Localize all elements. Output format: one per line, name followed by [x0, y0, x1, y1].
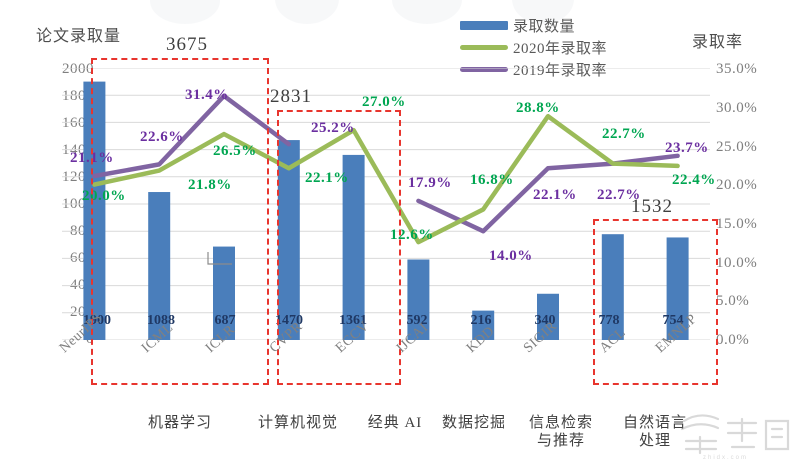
- bar-value-8: 778: [598, 313, 620, 328]
- category-label-ir-line1: 信息检索: [528, 415, 593, 431]
- category-label-ir: 信息检索 与推荐: [518, 414, 604, 450]
- bar-ICML: [148, 192, 171, 340]
- category-label-cv: 计算机视觉: [257, 415, 338, 431]
- pct-2019-6: 14.0%: [489, 248, 533, 264]
- bar-swatch-icon: [460, 20, 508, 30]
- bar-series: [83, 81, 689, 340]
- legend-label-1: 2020年录取率: [513, 40, 608, 57]
- watermark-svg: zhidx.com: [680, 414, 790, 461]
- bar-value-3: 1470: [275, 313, 303, 328]
- bar-value-5: 592: [406, 313, 428, 328]
- bar-value-6: 216: [470, 313, 492, 328]
- bar-KDD: [472, 310, 495, 340]
- group-total-cv: 2831: [270, 86, 312, 107]
- bar-value-9: 754: [662, 313, 684, 328]
- bar-value-4: 1361: [339, 313, 367, 328]
- pct-2019-1: 22.6%: [140, 129, 184, 145]
- chart-legend: 录取数量 2020年录取率 2019年录取率: [460, 14, 680, 80]
- pct-2019-3: 25.2%: [311, 120, 355, 136]
- y-tick-right-15: 15.0%: [716, 216, 758, 232]
- legend-label-2: 2019年录取率: [513, 62, 608, 79]
- bar-ACL: [601, 234, 624, 340]
- plot-svg: [62, 67, 710, 341]
- background-watermark: [0, 0, 800, 34]
- callout-leader-line: [207, 252, 232, 265]
- bar-value-2: 687: [214, 313, 236, 328]
- line-series-2019: [92, 93, 292, 179]
- legend-item-bar[interactable]: 录取数量: [460, 14, 680, 36]
- pct-2019-5: 17.9%: [408, 175, 452, 191]
- left-axis-title: 论文录取量: [36, 28, 122, 45]
- category-label-dm: 数据挖掘: [441, 415, 506, 431]
- y-tick-right-35: 35.0%: [716, 61, 758, 77]
- group-total-ml: 3675: [166, 34, 208, 55]
- y-tick-right-5: 5.0%: [716, 293, 750, 309]
- pct-2020-8: 22.7%: [602, 126, 646, 142]
- line-swatch-icon: [460, 66, 508, 72]
- bar-CVPR: [277, 140, 300, 340]
- pct-2020-3: 22.1%: [305, 170, 349, 186]
- legend-label-0: 录取数量: [513, 18, 576, 35]
- pct-2019-2: 31.4%: [185, 87, 229, 103]
- line-swatch-icon: [460, 44, 508, 50]
- pct-2020-7: 28.8%: [516, 100, 560, 116]
- right-axis-title: 录取率: [692, 34, 744, 51]
- category-label-ir-line2: 与推荐: [536, 433, 585, 449]
- y-tick-right-30: 30.0%: [716, 100, 758, 116]
- legend-item-line-2020[interactable]: 2020年录取率: [460, 36, 680, 58]
- pct-2020-1: 21.8%: [188, 177, 232, 193]
- category-label-nlp-line2: 处理: [638, 433, 671, 449]
- y-tick-right-20: 20.0%: [716, 177, 758, 193]
- bar-ICLR: [213, 246, 235, 340]
- group-box-cv: [277, 110, 401, 385]
- y-tick-right-0: 0.0%: [716, 332, 750, 348]
- legend-item-line-2019[interactable]: 2019年录取率: [460, 58, 680, 80]
- bar-value-0: 1900: [83, 313, 111, 328]
- pct-2019-9: 23.7%: [665, 140, 709, 156]
- group-box-ml: [91, 58, 269, 385]
- watermark-logo: zhidx.com: [676, 407, 794, 466]
- group-box-nlp: [593, 219, 718, 385]
- pct-2020-9: 22.4%: [672, 172, 716, 188]
- pct-2020-6: 16.8%: [470, 172, 514, 188]
- pct-2020-4: 27.0%: [362, 94, 406, 110]
- category-label-ml: 机器学习: [147, 415, 212, 431]
- group-total-nlp: 1532: [631, 196, 673, 217]
- y-tick-right-25: 25.0%: [716, 139, 758, 155]
- watermark-domain: zhidx.com: [703, 455, 748, 461]
- pct-2019-8: 22.7%: [597, 187, 641, 203]
- y-tick-left-2000: 2000: [62, 61, 94, 77]
- pct-2019-7: 22.1%: [533, 187, 577, 203]
- y-tick-right-10: 10.0%: [716, 255, 758, 271]
- category-label-ai: 经典 AI: [367, 415, 423, 431]
- bar-IJCAI: [407, 259, 430, 340]
- bar-value-7: 340: [534, 313, 556, 328]
- bar-EMNLP: [666, 237, 689, 340]
- bar-SIGIR: [537, 293, 559, 340]
- bar-value-1: 1088: [147, 313, 175, 328]
- bar-ECCV: [342, 154, 365, 340]
- category-label-nlp: 自然语言 处理: [612, 414, 698, 450]
- category-label-nlp-line1: 自然语言: [622, 415, 687, 431]
- line-series-2020: [92, 113, 680, 245]
- bar-NeurIPS: [83, 81, 106, 340]
- pct-2020-2: 26.5%: [213, 143, 257, 159]
- plot-area: [62, 67, 710, 341]
